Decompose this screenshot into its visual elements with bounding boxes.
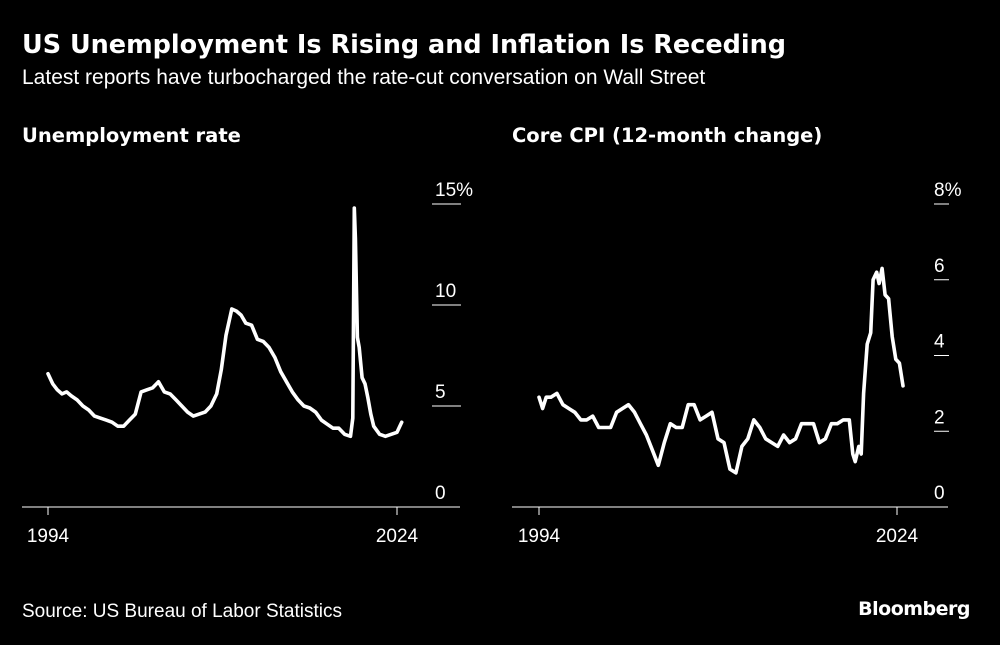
bloomberg-logo: Bloomberg	[858, 598, 970, 620]
core-cpi-x-tick-label: 2024	[876, 526, 919, 547]
unemployment-y-tick-label: 15%	[435, 180, 473, 201]
chart-title: US Unemployment Is Rising and Inflation …	[22, 30, 787, 60]
unemployment-chart: 1994 2024 0 5 10 15%	[22, 180, 473, 547]
core-cpi-x-tick-label: 1994	[518, 526, 561, 547]
core-cpi-chart: 1994 2024 0 2 4 6 8%	[512, 180, 962, 547]
core-cpi-series-line	[537, 266, 905, 475]
unemployment-x-tick-label: 2024	[376, 526, 419, 547]
unemployment-y-tick-label: 5	[435, 382, 446, 403]
chart-subtitle: Latest reports have turbocharged the rat…	[22, 66, 706, 89]
unemployment-series-line	[46, 206, 404, 439]
unemployment-panel-title: Unemployment rate	[22, 124, 241, 147]
unemployment-y-tick-label: 0	[435, 483, 446, 504]
unemployment-x-tick-label: 1994	[27, 526, 70, 547]
core-cpi-panel-title: Core CPI (12-month change)	[512, 124, 823, 147]
core-cpi-y-tick-label: 0	[934, 483, 945, 504]
core-cpi-y-tick-label: 2	[934, 407, 945, 428]
source-note: Source: US Bureau of Labor Statistics	[22, 601, 342, 622]
core-cpi-y-tick-label: 4	[934, 332, 945, 353]
core-cpi-y-tick-label: 8%	[934, 180, 962, 201]
unemployment-y-tick-label: 10	[435, 281, 456, 302]
core-cpi-y-tick-label: 6	[934, 256, 945, 277]
